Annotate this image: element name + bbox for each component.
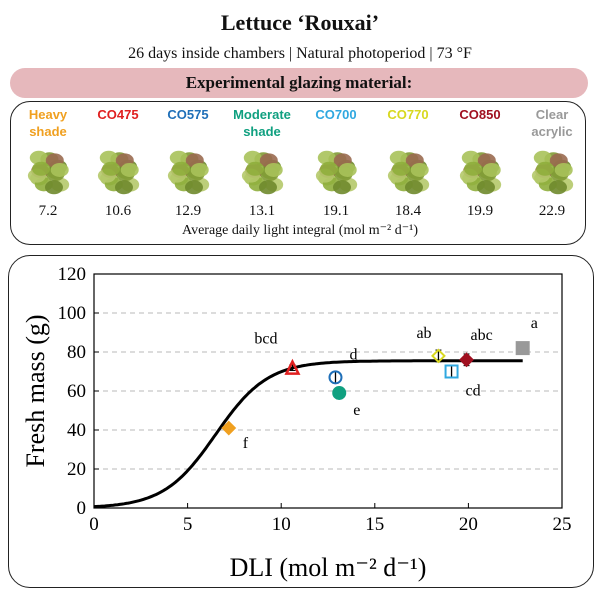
fit-curve xyxy=(93,359,523,509)
treatment-name-line2: shade xyxy=(243,124,281,139)
treatment-label: Heavy shade xyxy=(13,106,83,140)
chart-panel xyxy=(8,255,594,588)
y-tick-label: 80 xyxy=(67,342,86,363)
y-tick-label: 0 xyxy=(77,498,87,519)
significance-letter: a xyxy=(531,315,538,332)
lettuce-plant-image xyxy=(387,150,430,195)
data-point xyxy=(328,370,343,385)
significance-letter: d xyxy=(349,346,357,363)
data-point xyxy=(284,358,301,375)
treatment-name-line1: Moderate xyxy=(233,107,291,122)
lettuce-plant-image xyxy=(97,150,140,195)
y-tick-label: 40 xyxy=(67,420,86,441)
treatment-label: CO770 xyxy=(373,106,443,123)
x-tick-label: 0 xyxy=(89,514,99,535)
treatment-dli-value: 7.2 xyxy=(38,203,58,219)
treatment-name-line1: CO770 xyxy=(387,107,429,122)
treatment-dli-value: 12.9 xyxy=(174,203,202,219)
data-point xyxy=(221,420,237,436)
significance-letter: abc xyxy=(471,327,493,344)
significance-letter: bcd xyxy=(254,331,277,348)
treatment-name-line1: Clear xyxy=(535,107,569,122)
y-axis-label: Fresh mass (g) xyxy=(21,314,50,467)
treatment-name-line2: shade xyxy=(29,124,67,139)
data-point xyxy=(431,348,446,364)
significance-letter: f xyxy=(243,435,249,452)
treatment-name-line1: Heavy xyxy=(28,107,68,122)
data-point xyxy=(459,352,474,368)
lettuce-plant-image xyxy=(459,150,502,195)
treatment-dli-value: 18.4 xyxy=(394,203,422,219)
treatment-label: CO700 xyxy=(301,106,371,123)
data-point xyxy=(332,385,347,400)
treatment-label: Clear acrylic xyxy=(517,106,587,140)
treatment-label: CO475 xyxy=(83,106,153,123)
lettuce-plant-image xyxy=(531,150,574,195)
x-tick-label: 5 xyxy=(183,514,193,535)
treatment-dli-value: 22.9 xyxy=(538,203,566,219)
y-tick-label: 120 xyxy=(58,264,87,285)
data-point xyxy=(515,341,530,356)
treatment-label: CO850 xyxy=(445,106,515,123)
lettuce-plant-image xyxy=(241,150,284,195)
treatment-label: Moderate shade xyxy=(227,106,297,140)
treatment-dli-value: 19.1 xyxy=(322,203,350,219)
lettuce-plant-image xyxy=(315,150,358,195)
figure-subtitle: 26 days inside chambers | Natural photop… xyxy=(128,45,472,62)
treatment-name-line1: CO475 xyxy=(97,107,139,122)
data-point xyxy=(444,364,459,379)
treatment-dli-value: 10.6 xyxy=(104,203,132,219)
treatment-name-line2: acrylic xyxy=(531,124,573,139)
avg-dli-label: Average daily light integral (mol m⁻² d⁻… xyxy=(182,223,418,238)
glazing-banner: Experimental glazing material: xyxy=(10,68,588,98)
treatment-name-line1: CO850 xyxy=(459,107,501,122)
treatment-dli-value: 13.1 xyxy=(248,203,276,219)
y-tick-label: 100 xyxy=(58,303,87,324)
x-tick-label: 15 xyxy=(365,514,384,535)
figure-title: Lettuce ‘Rouxai’ xyxy=(220,10,380,35)
significance-letter: ab xyxy=(416,325,431,342)
treatment-label: CO575 xyxy=(153,106,223,123)
treatments-panel xyxy=(10,101,586,245)
x-axis-label: DLI (mol m⁻² d⁻¹) xyxy=(230,553,427,582)
lettuce-plant-image xyxy=(27,150,70,195)
lettuce-plant-image xyxy=(167,150,210,195)
significance-letter: cd xyxy=(466,383,481,400)
y-tick-label: 20 xyxy=(67,459,86,480)
x-tick-label: 10 xyxy=(272,514,291,535)
y-tick-label: 60 xyxy=(67,381,86,402)
treatment-name-line1: CO700 xyxy=(315,107,357,122)
treatment-dli-value: 19.9 xyxy=(466,203,494,219)
significance-letter: e xyxy=(353,402,360,419)
x-tick-label: 25 xyxy=(553,514,572,535)
treatment-name-line1: CO575 xyxy=(167,107,209,122)
x-tick-label: 20 xyxy=(459,514,478,535)
